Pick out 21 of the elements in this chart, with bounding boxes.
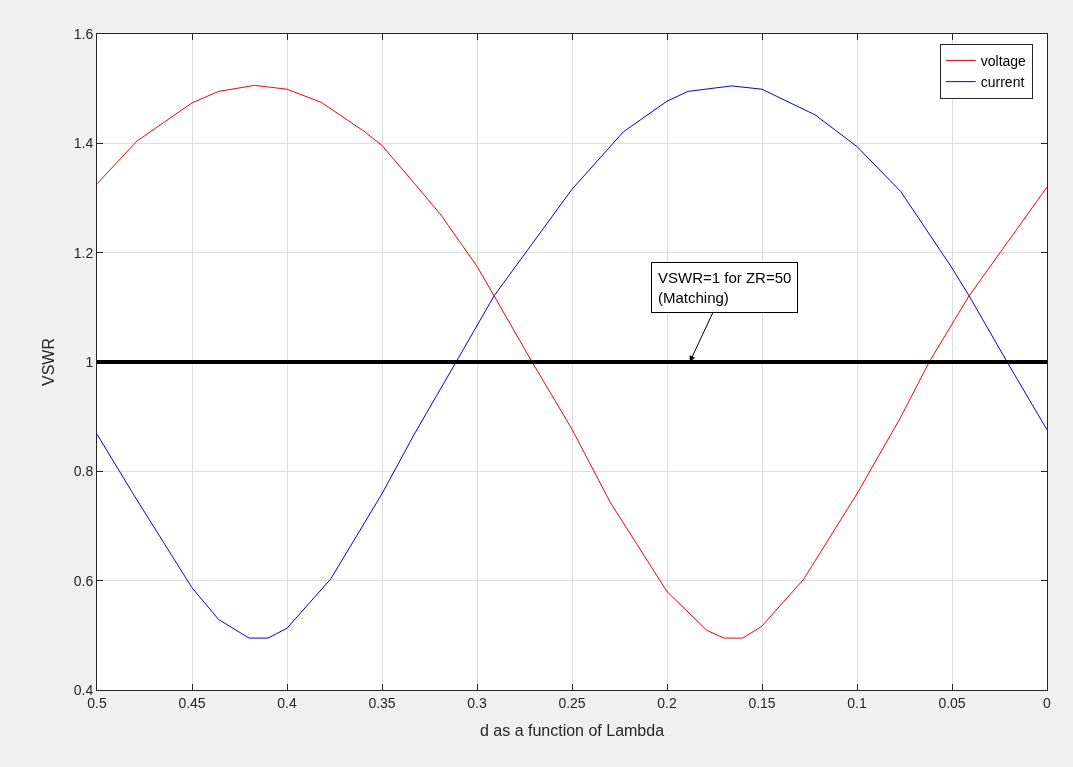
- y-tick-label: 0.8: [73, 463, 94, 480]
- y-axis-title: VSWR: [39, 338, 57, 386]
- x-tick-label: 0.25: [558, 694, 586, 711]
- annotation: VSWR=1 for ZR=50 (Matching): [658, 269, 792, 306]
- x-tick-label: 0.2: [657, 694, 677, 711]
- y-tick-label: 1.6: [73, 25, 94, 42]
- x-tick-label: 0.4: [277, 694, 297, 711]
- legend-label: voltage: [980, 52, 1027, 69]
- x-tick-label: 0.05: [938, 694, 966, 711]
- x-tick-label: 0.45: [178, 694, 206, 711]
- y-tick-label: 0.6: [73, 572, 94, 589]
- y-tick-label: 1.4: [73, 135, 94, 152]
- y-tick-label: 1: [85, 353, 94, 370]
- x-axis-title: d as a function of Lambda: [479, 722, 665, 740]
- x-tick-label: 0.35: [368, 694, 396, 711]
- x-tick-label: 0: [1043, 694, 1052, 711]
- y-tick-label: 1.2: [73, 244, 94, 261]
- legend-label: current: [980, 74, 1025, 91]
- x-tick-label: 0.3: [467, 694, 487, 711]
- x-tick-label: 0.1: [847, 694, 867, 711]
- x-tick-label: 0.15: [748, 694, 776, 711]
